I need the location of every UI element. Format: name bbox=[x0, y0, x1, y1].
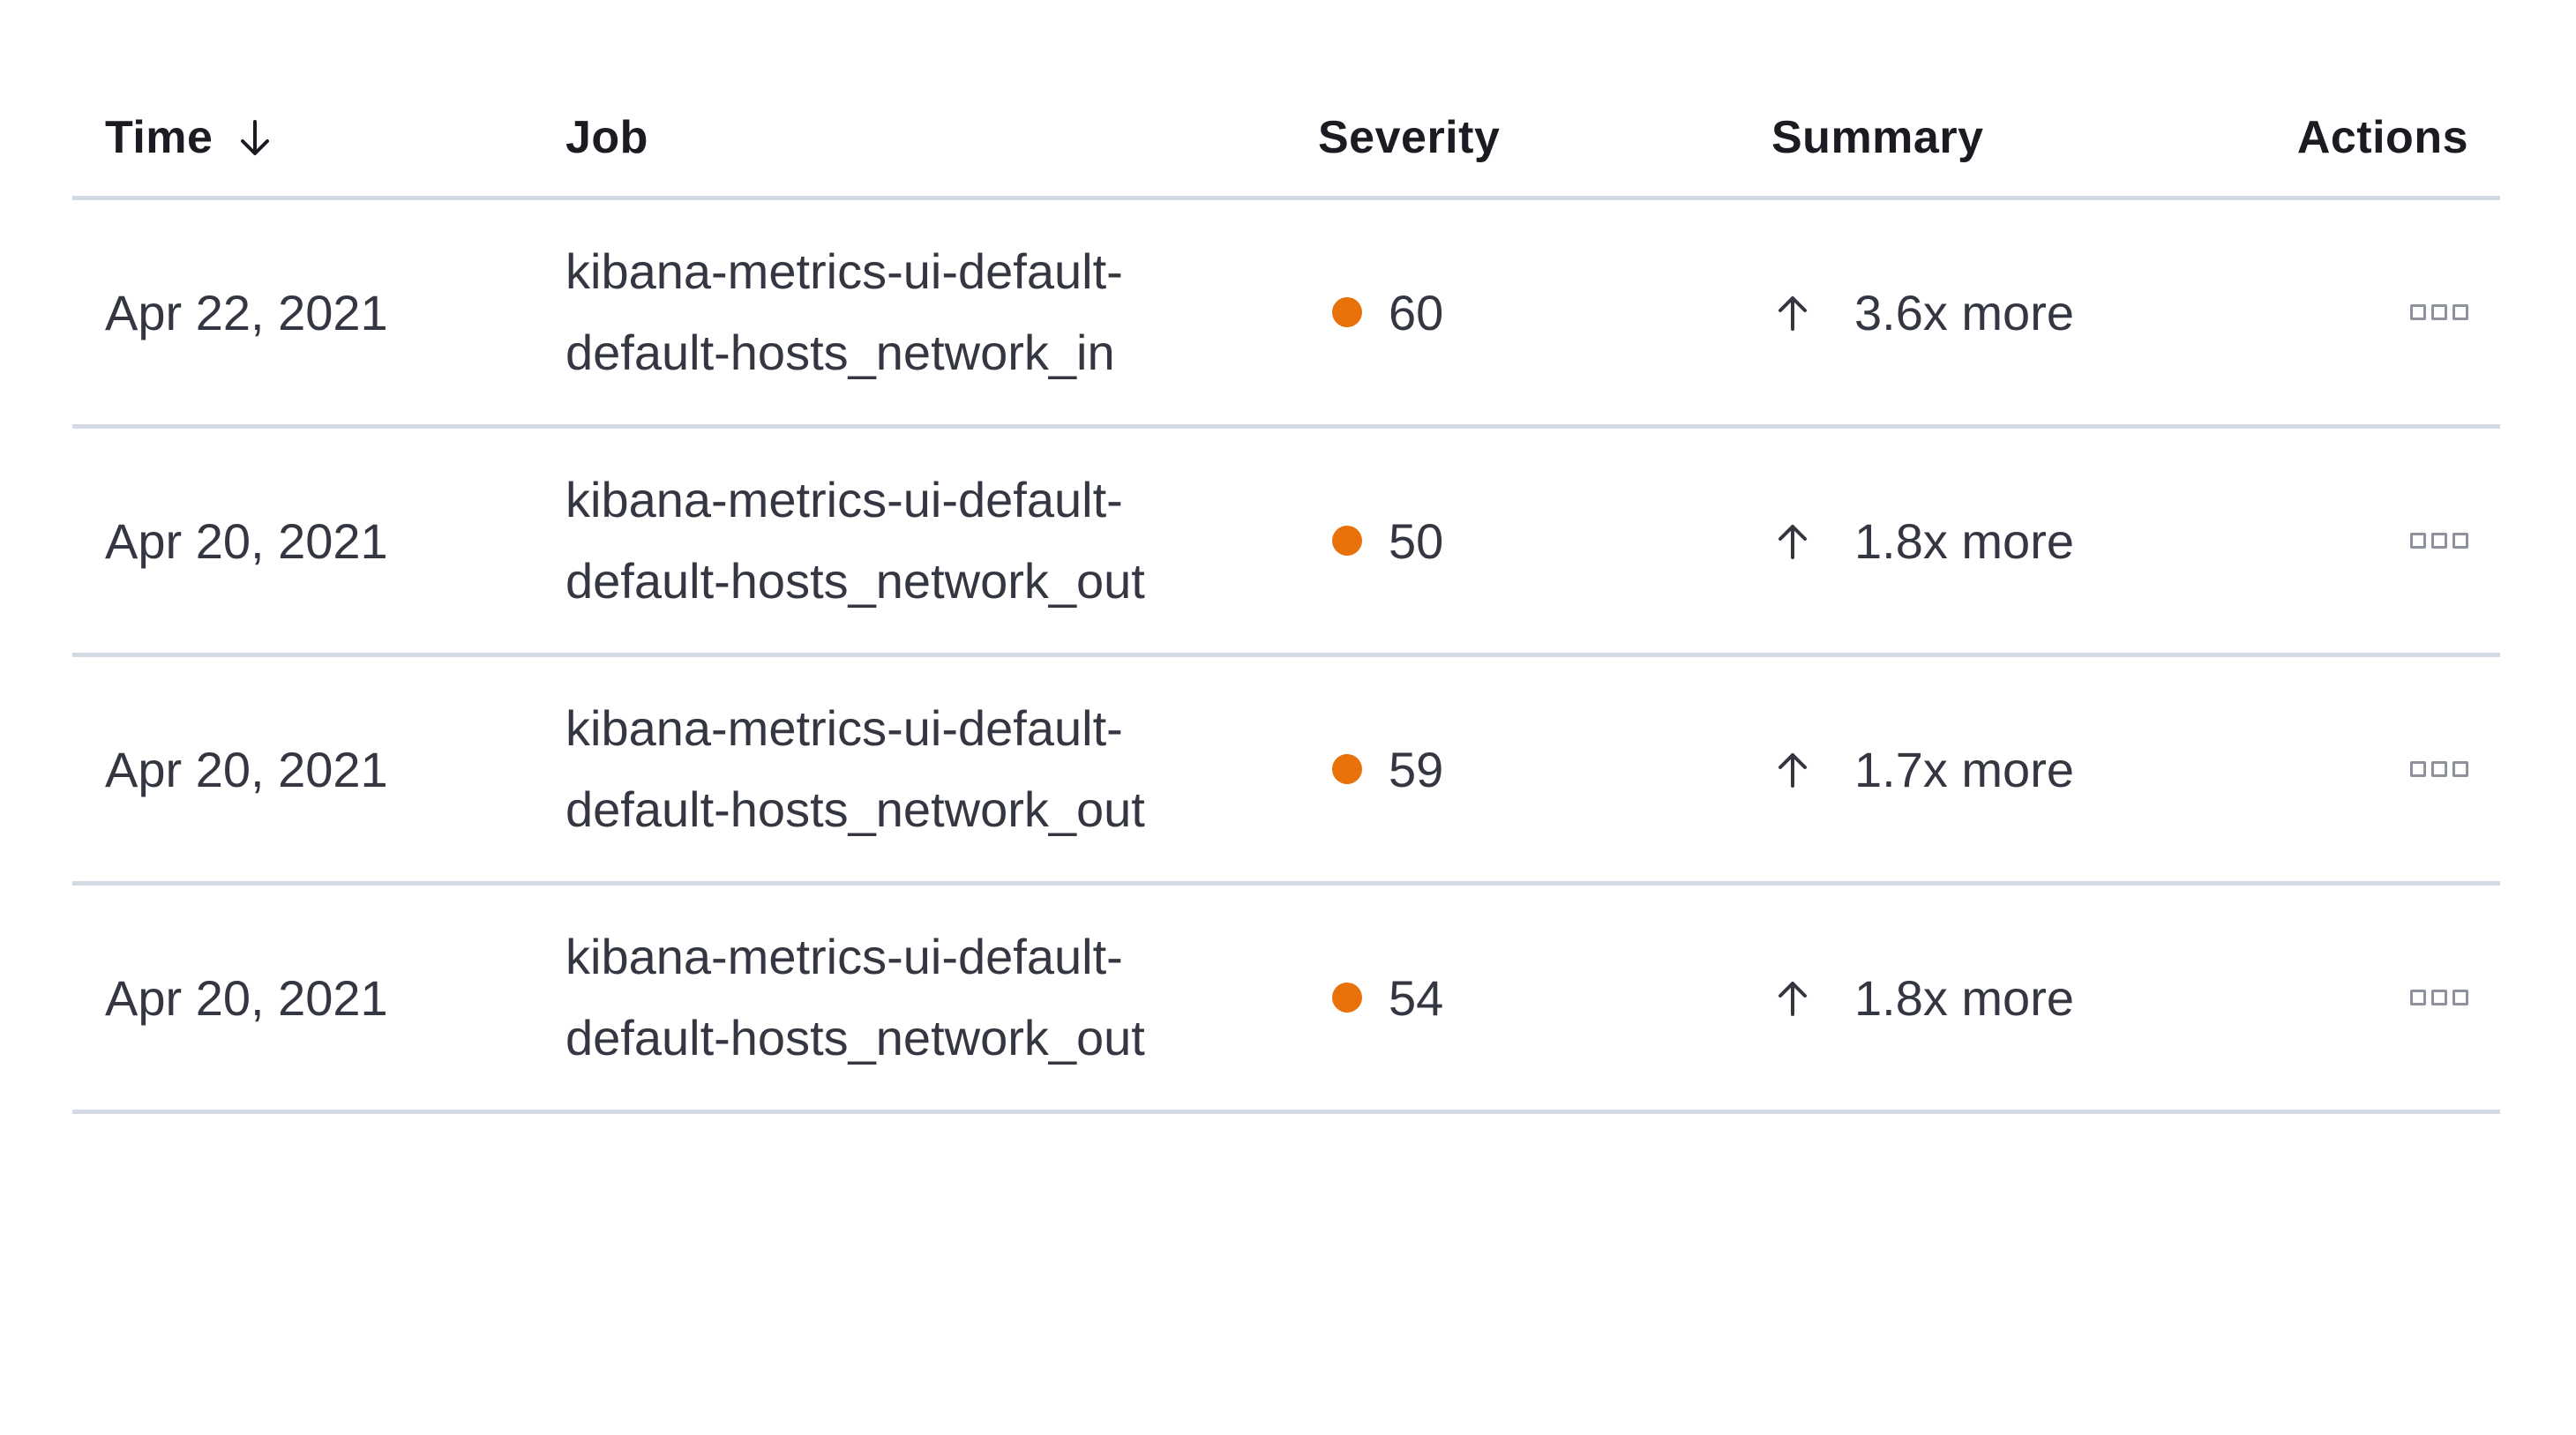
severity-value: 50 bbox=[1389, 512, 1444, 569]
severity-dot-icon bbox=[1332, 983, 1362, 1013]
summary-cell: 1.8x more bbox=[1739, 512, 2316, 570]
severity-value: 60 bbox=[1389, 284, 1444, 340]
table-row: Apr 22, 2021 kibana-metrics-ui-default- … bbox=[72, 200, 2500, 429]
job-cell: kibana-metrics-ui-default- default-hosts… bbox=[533, 460, 1285, 622]
column-header-actions: Actions bbox=[2297, 111, 2500, 164]
time-cell: Apr 20, 2021 bbox=[105, 969, 388, 1026]
table-row: Apr 20, 2021 kibana-metrics-ui-default- … bbox=[72, 657, 2500, 886]
row-actions-button[interactable] bbox=[2410, 304, 2468, 320]
job-line: default-hosts_network_out bbox=[565, 781, 1145, 837]
summary-cell: 1.7x more bbox=[1739, 741, 2316, 798]
column-header-severity: Severity bbox=[1285, 111, 1739, 164]
summary-text: 1.7x more bbox=[1854, 741, 2074, 797]
boxes-horizontal-icon bbox=[2410, 533, 2468, 549]
severity-cell: 59 bbox=[1285, 741, 1739, 798]
column-header-actions-label: Actions bbox=[2296, 112, 2468, 163]
column-header-job: Job bbox=[533, 111, 1285, 164]
actions-cell bbox=[2316, 761, 2500, 777]
severity-value: 59 bbox=[1389, 741, 1444, 797]
boxes-horizontal-icon bbox=[2410, 990, 2468, 1005]
arrow-down-icon bbox=[236, 117, 274, 158]
actions-cell bbox=[2316, 990, 2500, 1005]
summary-cell: 3.6x more bbox=[1739, 284, 2316, 341]
job-id: kibana-metrics-ui-default- default-hosts… bbox=[565, 688, 1285, 850]
column-header-job-label: Job bbox=[565, 112, 648, 163]
column-header-time-label: Time bbox=[105, 112, 213, 163]
job-line: default-hosts_network_in bbox=[565, 325, 1115, 380]
row-actions-button[interactable] bbox=[2410, 533, 2468, 549]
job-line: default-hosts_network_out bbox=[565, 553, 1145, 609]
job-line: kibana-metrics-ui-default- bbox=[565, 243, 1123, 299]
column-header-summary-label: Summary bbox=[1771, 112, 1984, 163]
summary-text: 3.6x more bbox=[1854, 284, 2074, 340]
arrow-up-icon bbox=[1771, 520, 1814, 561]
time-cell: Apr 22, 2021 bbox=[105, 284, 388, 340]
severity-dot-icon bbox=[1332, 754, 1362, 784]
job-id: kibana-metrics-ui-default- default-hosts… bbox=[565, 231, 1285, 393]
actions-cell bbox=[2316, 533, 2500, 549]
summary-text: 1.8x more bbox=[1854, 512, 2074, 569]
anomalies-table: Time Job Severity Summary Actions bbox=[72, 0, 2500, 1114]
column-header-time[interactable]: Time bbox=[72, 111, 533, 164]
severity-cell: 60 bbox=[1285, 284, 1739, 341]
job-id: kibana-metrics-ui-default- default-hosts… bbox=[565, 916, 1285, 1079]
job-cell: kibana-metrics-ui-default- default-hosts… bbox=[533, 916, 1285, 1079]
boxes-horizontal-icon bbox=[2410, 304, 2468, 320]
time-cell: Apr 20, 2021 bbox=[105, 512, 388, 569]
arrow-up-icon bbox=[1771, 977, 1814, 1018]
summary-cell: 1.8x more bbox=[1739, 969, 2316, 1027]
arrow-up-icon bbox=[1771, 749, 1814, 789]
job-cell: kibana-metrics-ui-default- default-hosts… bbox=[533, 231, 1285, 393]
boxes-horizontal-icon bbox=[2410, 761, 2468, 777]
job-id: kibana-metrics-ui-default- default-hosts… bbox=[565, 460, 1285, 622]
column-header-severity-label: Severity bbox=[1318, 112, 1501, 163]
job-line: kibana-metrics-ui-default- bbox=[565, 472, 1123, 527]
job-line: kibana-metrics-ui-default- bbox=[565, 700, 1123, 756]
job-line: kibana-metrics-ui-default- bbox=[565, 929, 1123, 984]
severity-value: 54 bbox=[1389, 969, 1444, 1026]
actions-cell bbox=[2316, 304, 2500, 320]
job-cell: kibana-metrics-ui-default- default-hosts… bbox=[533, 688, 1285, 850]
time-cell: Apr 20, 2021 bbox=[105, 741, 388, 797]
arrow-up-icon bbox=[1771, 292, 1814, 333]
table-row: Apr 20, 2021 kibana-metrics-ui-default- … bbox=[72, 886, 2500, 1114]
job-line: default-hosts_network_out bbox=[565, 1010, 1145, 1065]
severity-dot-icon bbox=[1332, 297, 1362, 327]
table-row: Apr 20, 2021 kibana-metrics-ui-default- … bbox=[72, 429, 2500, 657]
summary-text: 1.8x more bbox=[1854, 969, 2074, 1026]
row-actions-button[interactable] bbox=[2410, 761, 2468, 777]
severity-dot-icon bbox=[1332, 526, 1362, 556]
severity-cell: 54 bbox=[1285, 969, 1739, 1027]
column-header-summary: Summary bbox=[1739, 111, 2316, 164]
severity-cell: 50 bbox=[1285, 512, 1739, 570]
table-header-row: Time Job Severity Summary Actions bbox=[72, 0, 2500, 200]
row-actions-button[interactable] bbox=[2410, 990, 2468, 1005]
